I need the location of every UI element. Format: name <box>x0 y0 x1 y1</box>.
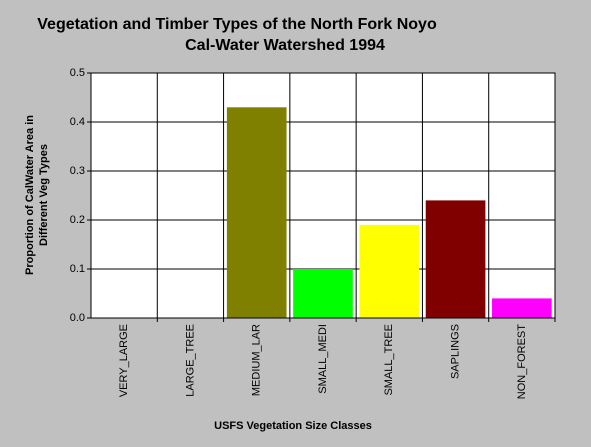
x-tick-label: LARGE_TREE <box>184 324 196 397</box>
bar <box>359 224 420 318</box>
y-tick-label: 0.5 <box>70 67 85 79</box>
x-axis-label: USFS Vegetation Size Classes <box>214 420 372 432</box>
bar <box>226 107 287 318</box>
bar <box>492 298 552 318</box>
y-axis-label: Proportion of CalWater Area in <box>24 115 36 275</box>
y-tick-label: 0.2 <box>70 214 85 226</box>
x-tick-label: SMALL_TREE <box>383 324 395 396</box>
x-tick-label: VERY_LARGE <box>118 324 130 397</box>
x-tick-label: SMALL_MEDI <box>317 324 329 394</box>
chart-title: Cal-Water Watershed 1994 <box>185 37 385 54</box>
bar <box>293 269 353 318</box>
plot-frame <box>90 72 556 319</box>
x-tick-label: SAPLINGS <box>449 324 461 379</box>
y-tick-label: 0.0 <box>70 312 85 324</box>
y-tick-label: 0.3 <box>70 165 85 177</box>
y-tick-label: 0.1 <box>70 263 85 275</box>
y-tick-label: 0.4 <box>70 116 85 128</box>
chart-title: Vegetation and Timber Types of the North… <box>37 16 437 33</box>
y-axis-label: Different Veg Types <box>38 144 50 246</box>
x-tick-label: MEDIUM_LAR <box>251 324 263 396</box>
bar <box>425 200 486 318</box>
x-tick-label: NON_FOREST <box>516 324 528 399</box>
